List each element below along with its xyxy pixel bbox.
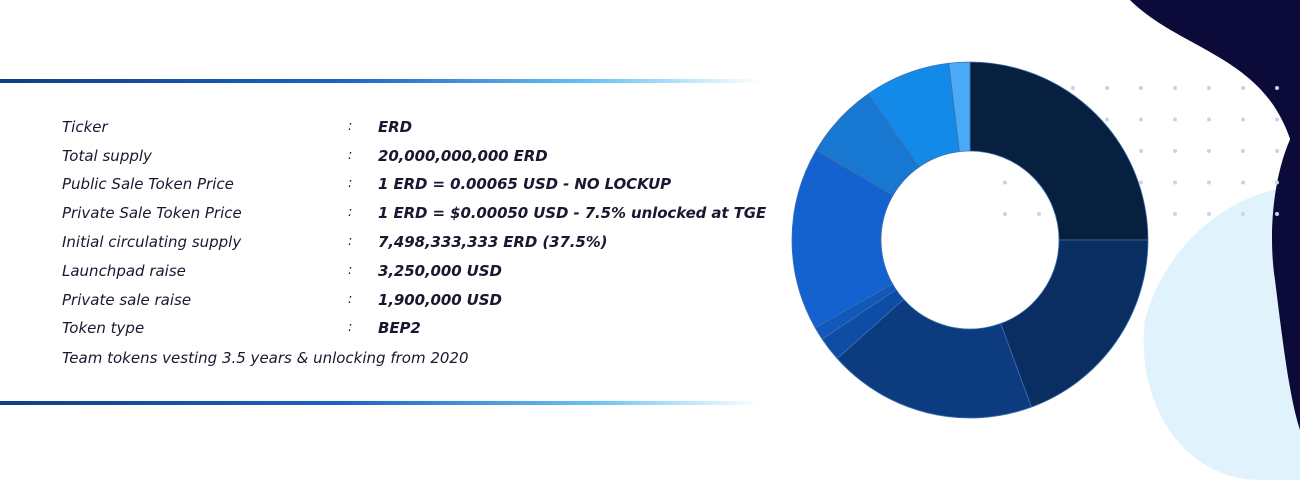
row-value: ERD bbox=[378, 118, 412, 136]
row-separator: : bbox=[348, 119, 353, 134]
decor-dot bbox=[1275, 212, 1279, 216]
decor-dot bbox=[1173, 149, 1177, 153]
decor-dot bbox=[1207, 117, 1211, 122]
decor-dot bbox=[1275, 86, 1279, 90]
decor-dot bbox=[1139, 149, 1143, 153]
decor-dot bbox=[1139, 86, 1143, 90]
row-value: 1,900,000 USD bbox=[378, 291, 502, 309]
decor-dot bbox=[1173, 212, 1177, 216]
decor-dot bbox=[1003, 212, 1007, 216]
decor-dot bbox=[1275, 149, 1279, 153]
top-gradient-line bbox=[0, 79, 760, 83]
decor-dot bbox=[1003, 180, 1007, 185]
row-label: Ticker bbox=[62, 118, 108, 136]
decor-dot bbox=[1037, 212, 1041, 216]
decor-dot bbox=[1207, 86, 1211, 90]
row-separator: : bbox=[348, 234, 353, 249]
vesting-note: Team tokens vesting 3.5 years & unlockin… bbox=[62, 349, 469, 367]
decor-dot bbox=[1071, 86, 1075, 90]
decor-dot bbox=[1105, 117, 1109, 122]
decor-dot bbox=[1275, 117, 1279, 122]
row-separator: : bbox=[348, 148, 353, 163]
donut-slice-6 bbox=[791, 149, 894, 329]
row-separator: : bbox=[348, 292, 353, 307]
row-separator: : bbox=[348, 263, 353, 278]
decor-dot bbox=[1275, 180, 1279, 185]
decor-dot bbox=[1241, 212, 1245, 216]
decor-dot bbox=[1241, 86, 1245, 90]
donut-slice-1 bbox=[969, 61, 1149, 241]
dark-corner-shape bbox=[1130, 0, 1300, 220]
decor-dot bbox=[1173, 117, 1177, 122]
donut-slice-9 bbox=[948, 61, 971, 153]
decor-dot bbox=[1207, 149, 1211, 153]
row-label: Launchpad raise bbox=[62, 262, 186, 280]
row-value: 1 ERD = 0.00065 USD - NO LOCKUP bbox=[378, 175, 672, 193]
decor-dot bbox=[1139, 180, 1143, 185]
row-label: Total supply bbox=[62, 147, 152, 165]
dark-side-shape bbox=[1271, 120, 1300, 430]
decor-dot bbox=[1241, 180, 1245, 185]
decor-dot bbox=[1207, 212, 1211, 216]
row-value: 3,250,000 USD bbox=[378, 262, 502, 280]
decor-dot bbox=[1241, 117, 1245, 122]
row-separator: : bbox=[348, 176, 353, 191]
light-blob-shape bbox=[1143, 186, 1300, 480]
decor-dot bbox=[1139, 117, 1143, 122]
bottom-gradient-line bbox=[0, 401, 760, 405]
donut-slice-2 bbox=[1000, 239, 1149, 408]
decor-dot bbox=[1207, 180, 1211, 185]
donut-slice-3 bbox=[836, 298, 1032, 419]
row-label: Private sale raise bbox=[62, 291, 192, 309]
row-value: 1 ERD = $0.00050 USD - 7.5% unlocked at … bbox=[378, 204, 767, 222]
row-label: Initial circulating supply bbox=[62, 233, 242, 251]
row-value: 20,000,000,000 ERD bbox=[378, 147, 548, 165]
decor-dot bbox=[1241, 149, 1245, 153]
row-label: Private Sale Token Price bbox=[62, 204, 242, 222]
decor-dot bbox=[1105, 86, 1109, 90]
row-label: Public Sale Token Price bbox=[62, 175, 234, 193]
row-label: Token type bbox=[62, 319, 145, 337]
row-value: BEP2 bbox=[378, 319, 421, 337]
decor-dot bbox=[1173, 86, 1177, 90]
row-separator: : bbox=[348, 205, 353, 220]
row-value: 7,498,333,333 ERD (37.5%) bbox=[378, 233, 608, 251]
row-separator: : bbox=[348, 320, 353, 335]
decor-dot bbox=[1173, 180, 1177, 185]
token-distribution-donut-chart bbox=[791, 61, 1149, 419]
